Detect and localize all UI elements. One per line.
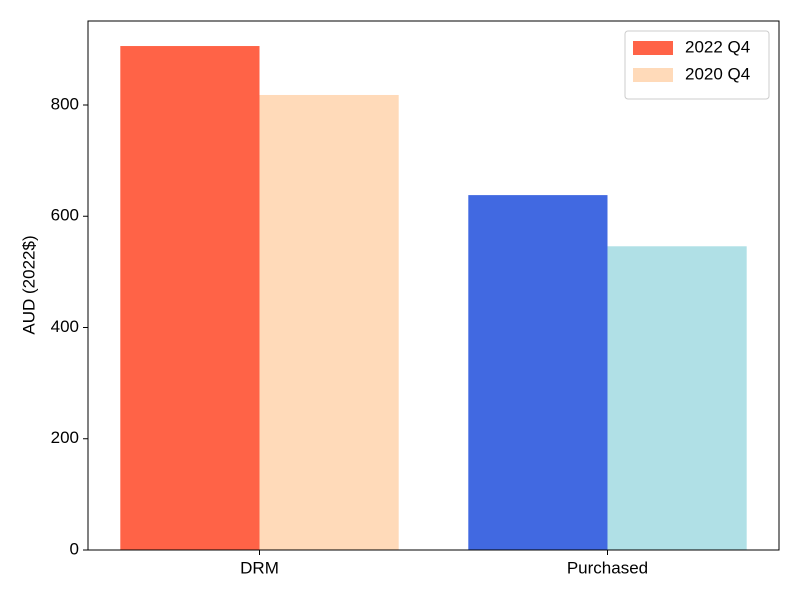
y-tick-label: 200 (51, 428, 79, 447)
plot-frame (87, 20, 780, 551)
y-tick-label: 800 (51, 94, 79, 113)
y-tick-label: 0 (70, 539, 79, 558)
bar (259, 94, 399, 551)
x-tick-label: DRM (240, 558, 279, 577)
legend-swatch (633, 41, 673, 55)
y-tick-label: 400 (51, 317, 79, 336)
y-tick-label: 600 (51, 206, 79, 225)
legend-swatch (633, 68, 673, 82)
legend-label: 2022 Q4 (685, 37, 750, 56)
y-axis-label: AUD (2022$) (19, 235, 38, 334)
bar (468, 195, 608, 550)
bar (607, 246, 747, 550)
x-tick-label: Purchased (567, 558, 648, 577)
legend-label: 2020 Q4 (685, 64, 750, 83)
bar (120, 46, 260, 550)
